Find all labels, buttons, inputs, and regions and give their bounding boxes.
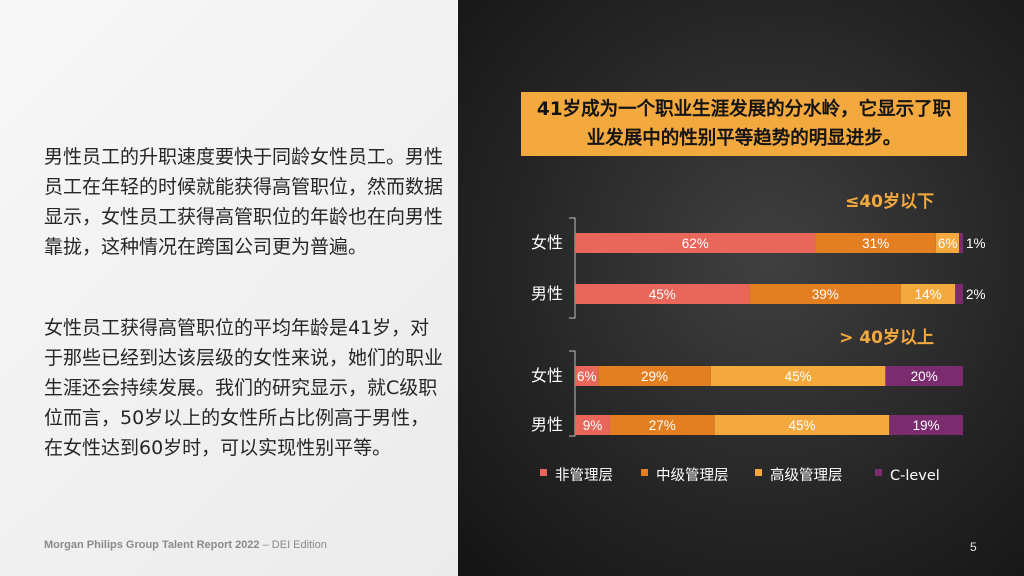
bar-segment <box>575 284 750 304</box>
body-paragraph-2: 女性员工获得高管职位的平均年龄是41岁，对于那些已经到达该层级的女性来说，她们的… <box>44 317 444 459</box>
category-label: 女性 <box>531 233 563 252</box>
bar-segment <box>609 415 715 435</box>
group-title: ≤40岁以下 <box>845 191 934 212</box>
page-number: 5 <box>970 540 977 554</box>
bar-segment <box>575 233 816 253</box>
group-title: > 40岁以上 <box>839 327 934 348</box>
legend-swatch <box>540 469 547 476</box>
legend-label: 中级管理层 <box>656 467 729 484</box>
legend-swatch <box>875 469 882 476</box>
data-label: 20% <box>911 369 938 384</box>
bar-segment <box>935 233 960 253</box>
data-label: 1% <box>966 236 986 251</box>
data-label: 6% <box>938 236 958 251</box>
callout-text: 41岁成为一个职业生涯发展的分水岭，它显示了职业发展中的性别平等趋势的明显进步。 <box>536 99 952 149</box>
bar-segment <box>598 366 711 386</box>
bar-segment <box>889 415 963 435</box>
data-label: 45% <box>788 418 815 433</box>
data-label: 45% <box>785 369 812 384</box>
bar-segment <box>885 366 963 386</box>
bar-segment <box>714 415 890 435</box>
body-paragraph-1: 男性员工的升职速度要快于同龄女性员工。男性员工在年轻的时候就能获得高管职位，然而… <box>44 146 444 258</box>
legend-swatch <box>641 469 648 476</box>
footer-source: Morgan Philips Group Talent Report 2022 … <box>44 539 327 551</box>
legend-label: 高级管理层 <box>770 467 843 484</box>
data-label: 27% <box>649 418 676 433</box>
data-label: 62% <box>682 236 709 251</box>
left-panel: 男性员工的升职速度要快于同龄女性员工。男性员工在年轻的时候就能获得高管职位，然而… <box>0 0 458 576</box>
bar-segment <box>749 284 901 304</box>
data-label: 29% <box>641 369 668 384</box>
category-axis <box>569 217 576 319</box>
legend-label: C-level <box>890 468 940 484</box>
footer-report-title: Morgan Philips Group Talent Report 2022 <box>44 539 260 551</box>
data-label: 45% <box>649 287 676 302</box>
bar-segment <box>955 284 963 304</box>
bar-segment <box>959 233 963 253</box>
callout-box: 41岁成为一个职业生涯发展的分水岭，它显示了职业发展中的性别平等趋势的明显进步。 <box>521 92 967 156</box>
category-label: 男性 <box>531 284 563 303</box>
data-label: 9% <box>583 418 603 433</box>
data-label: 14% <box>915 287 942 302</box>
data-label: 19% <box>913 418 940 433</box>
bar-segment <box>900 284 956 304</box>
category-axis <box>569 350 576 437</box>
footer-edition: – DEI Edition <box>259 539 327 551</box>
data-label: 31% <box>862 236 889 251</box>
bar-segment <box>815 233 936 253</box>
bar-segment <box>575 415 610 435</box>
legend-label: 非管理层 <box>555 467 613 484</box>
data-label: 6% <box>577 369 597 384</box>
data-label: 2% <box>966 287 986 302</box>
data-label: 39% <box>812 287 839 302</box>
bar-segment <box>575 366 599 386</box>
category-label: 女性 <box>531 366 563 385</box>
bar-segment <box>710 366 886 386</box>
legend-swatch <box>755 469 762 476</box>
category-label: 男性 <box>531 415 563 434</box>
